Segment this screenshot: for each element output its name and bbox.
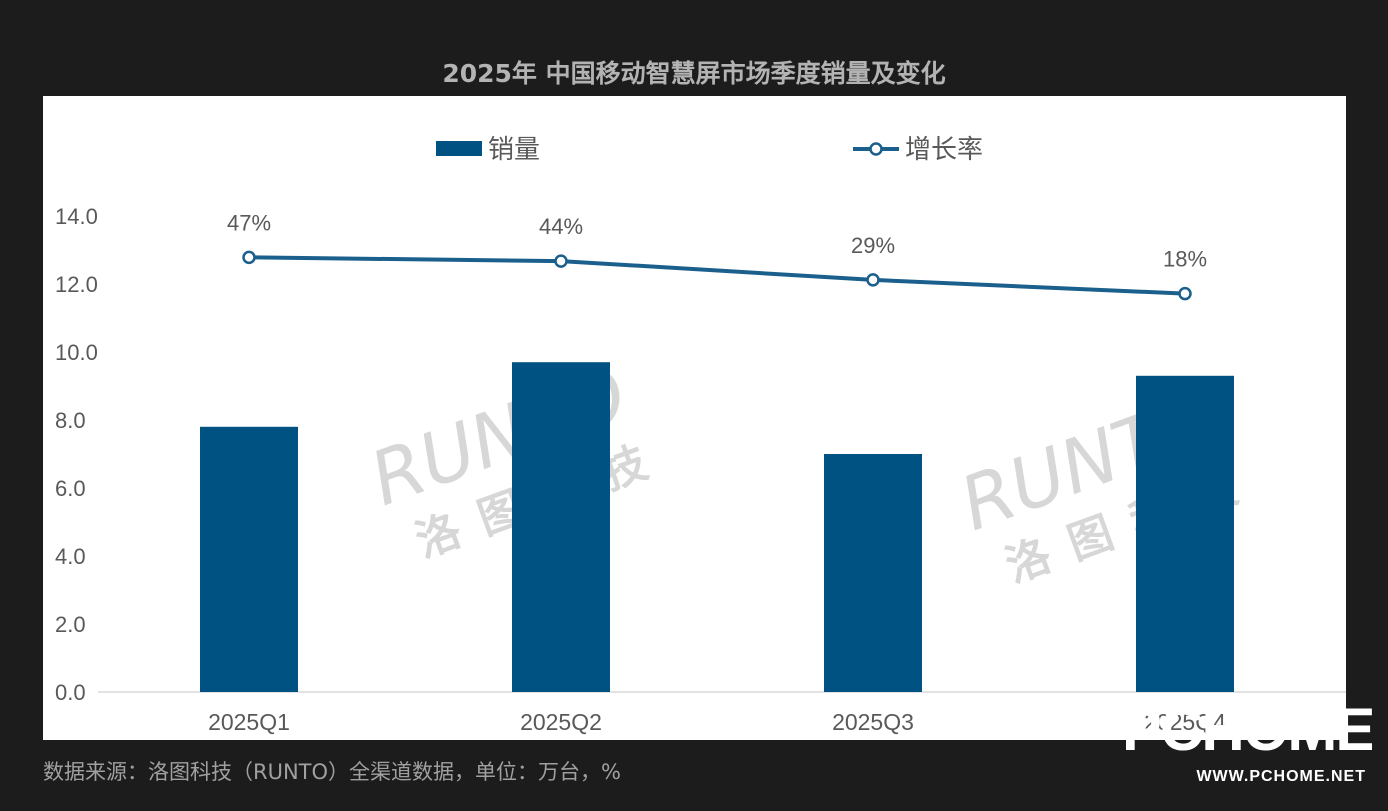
- y-axis: 0.0 2.0 4.0 6.0 8.0 10.0 12.0 14.0: [55, 204, 98, 705]
- growth-point-2025Q4: [1178, 286, 1192, 301]
- growth-data-label: 44%: [539, 214, 583, 239]
- growth-point-2025Q3: [866, 273, 880, 287]
- y-tick-label: 4.0: [55, 544, 86, 569]
- x-tick-label: 2025Q2: [520, 709, 602, 735]
- bar-2025Q3: [824, 454, 922, 692]
- legend-bar-label: 销量: [488, 135, 540, 165]
- pchome-watermark: PCHOME WWW.PCHOME.NET: [1122, 700, 1372, 796]
- pchome-url: WWW.PCHOME.NET: [1196, 768, 1366, 785]
- y-tick-label: 12.0: [55, 272, 98, 297]
- growth-point-2025Q2: [554, 254, 568, 268]
- growth-line: [248, 255, 1186, 296]
- x-tick-label: 2025Q1: [208, 709, 290, 735]
- growth-data-label: 18%: [1163, 247, 1207, 272]
- y-tick-label: 8.0: [55, 408, 86, 433]
- x-tick-label: 2025Q3: [832, 709, 914, 735]
- growth-line-series: 47% 44% 29% 18%: [227, 210, 1207, 301]
- growth-data-label: 29%: [851, 233, 895, 258]
- bar-series: [200, 362, 1234, 692]
- y-tick-label: 2.0: [55, 612, 86, 637]
- bar-2025Q2: [512, 362, 610, 692]
- legend: 销量 增长率: [436, 135, 983, 165]
- legend-line-marker: [869, 142, 883, 156]
- x-axis: 2025Q1 2025Q2 2025Q3 2025Q4: [208, 709, 1226, 735]
- bar-2025Q1: [200, 426, 298, 692]
- source-note: 数据来源：洛图科技（RUNTO）全渠道数据，单位：万台，%: [43, 760, 621, 784]
- legend-bar-swatch: [436, 141, 482, 156]
- growth-point-2025Q1: [242, 250, 256, 265]
- pchome-logo-icon: PCHOME: [1122, 700, 1372, 763]
- legend-line-label: 增长率: [905, 135, 983, 165]
- y-tick-label: 10.0: [55, 340, 98, 365]
- chart-panel: RUNTO洛图科技RUNTO洛图科技 0.0 2.0 4.0 6.0 8.0 10.0 12…: [43, 96, 1346, 740]
- x-tick-label: 2025Q4: [1144, 709, 1226, 735]
- runto-watermark-layer: RUNTO洛图科技RUNTO洛图科技: [360, 352, 1265, 593]
- y-tick-label: 14.0: [55, 204, 98, 229]
- bar-2025Q4: [1136, 375, 1234, 692]
- growth-data-label: 47%: [227, 210, 271, 235]
- chart-svg: RUNTO洛图科技RUNTO洛图科技 0.0 2.0 4.0 6.0 8.0 10.0 12…: [55, 135, 1346, 735]
- chart-title: 2025年 中国移动智慧屏市场季度销量及变化: [442, 59, 946, 88]
- y-tick-label: 0.0: [55, 680, 86, 705]
- y-tick-label: 6.0: [55, 476, 86, 501]
